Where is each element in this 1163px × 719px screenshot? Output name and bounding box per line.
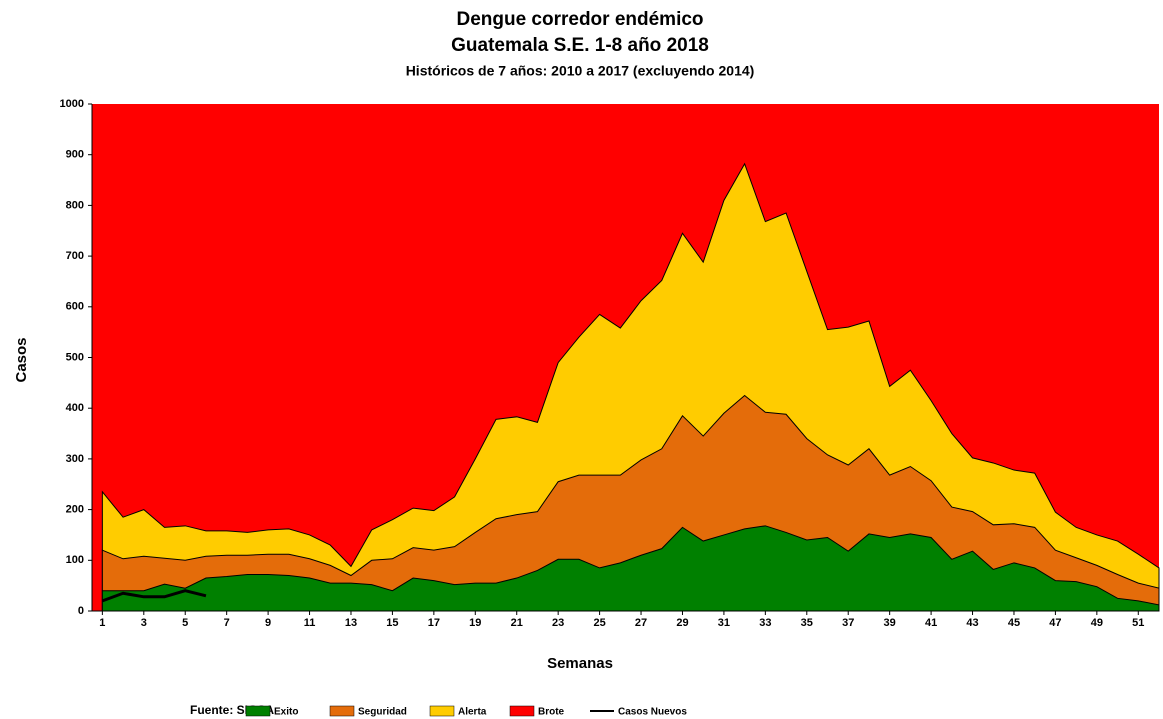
x-tick-label: 47 [1049, 617, 1061, 629]
x-tick-label: 51 [1132, 617, 1144, 629]
x-axis-label: Semanas [547, 655, 613, 672]
legend-label: Seguridad [358, 707, 407, 718]
x-tick-label: 31 [718, 617, 730, 629]
y-tick-label: 200 [66, 504, 84, 516]
legend-label: Brote [538, 707, 565, 718]
x-tick-label: 29 [676, 617, 688, 629]
x-tick-label: 13 [345, 617, 357, 629]
y-tick-label: 700 [66, 250, 84, 262]
x-tick-label: 11 [304, 617, 316, 629]
x-tick-label: 21 [511, 617, 523, 629]
x-tick-label: 19 [469, 617, 481, 629]
x-tick-label: 37 [842, 617, 854, 629]
y-tick-label: 800 [66, 199, 84, 211]
x-tick-label: 3 [141, 617, 147, 629]
chart-subtitle: Guatemala S.E. 1-8 año 2018 [451, 35, 709, 56]
x-tick-label: 17 [428, 617, 440, 629]
legend-swatch [329, 705, 355, 717]
y-tick-label: 900 [66, 149, 84, 161]
x-tick-label: 49 [1091, 617, 1103, 629]
legend-swatch [245, 705, 271, 717]
x-tick-label: 27 [635, 617, 647, 629]
x-tick-label: 15 [386, 617, 398, 629]
x-tick-label: 7 [224, 617, 230, 629]
legend-label: Casos Nuevos [618, 707, 687, 718]
y-tick-label: 500 [66, 351, 84, 363]
y-tick-label: 1000 [60, 98, 84, 110]
chart-subtitle: Históricos de 7 años: 2010 a 2017 (exclu… [406, 63, 755, 79]
y-tick-label: 100 [66, 554, 84, 566]
area [101, 525, 1160, 612]
y-tick-label: 600 [66, 301, 84, 313]
y-tick-label: 0 [78, 605, 84, 617]
line [101, 589, 207, 603]
x-tick-label: 35 [801, 617, 813, 629]
legend-swatch [509, 705, 535, 717]
legend-label: Alerta [458, 707, 487, 718]
x-tick-label: 25 [593, 617, 605, 629]
y-tick-label: 300 [66, 453, 84, 465]
x-tick-label: 5 [182, 617, 188, 629]
x-tick-label: 23 [552, 617, 564, 629]
x-tick-label: 33 [759, 617, 771, 629]
x-tick-label: 9 [265, 617, 271, 629]
x-tick-label: 1 [99, 617, 105, 629]
x-tick-label: 45 [1008, 617, 1020, 629]
y-tick-label: 400 [66, 402, 84, 414]
legend-label: Exito [274, 707, 298, 718]
x-tick-label: 39 [884, 617, 896, 629]
x-tick-label: 43 [966, 617, 978, 629]
chart-title: Dengue corredor endémico [456, 9, 703, 30]
x-tick-label: 41 [925, 617, 937, 629]
y-axis-label: Casos [13, 337, 30, 382]
legend-swatch [429, 705, 455, 717]
